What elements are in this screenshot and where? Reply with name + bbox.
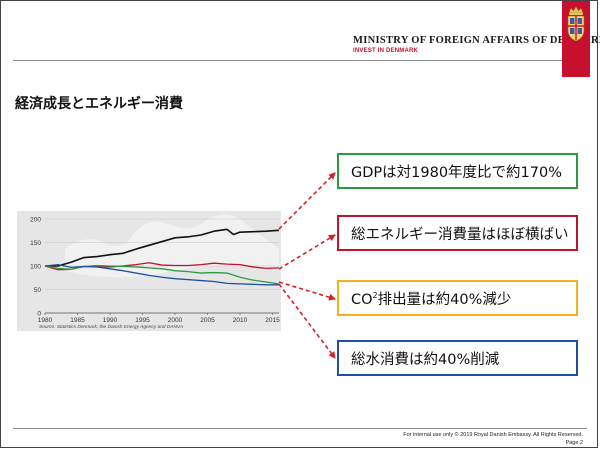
y-tick-label: 0 [37,311,41,318]
x-tick-label: 2015 [265,317,280,324]
royal-crest-icon [567,5,585,42]
ministry-subtitle: INVEST IN DENMARK [353,48,419,54]
callout-water-text: 総水消費は約40%削減 [351,351,500,368]
y-tick-label: 50 [34,287,42,294]
slide-title: 経済成長とエネルギー消費 [15,96,183,112]
arrow-water [278,283,336,359]
callout-gdp: GDPは対1980年度比で約170% [337,153,578,189]
footer-notice: For internal use only © 2019 Royal Danis… [403,432,583,438]
x-tick-label: 1985 [70,317,85,324]
chart-background-shape [65,214,279,278]
y-tick-label: 100 [30,264,41,271]
co2-rest: 排出量は約40%減少 [377,291,512,308]
series-line-gdp [45,228,280,267]
x-tick-label: 2005 [200,317,215,324]
callout-gdp-text: GDPは対1980年度比で約170% [351,164,562,181]
callout-energy: 総エネルギー消費量はほぼ横ばい [337,215,578,251]
callout-water: 総水消費は約40%削減 [337,340,578,376]
y-tick-label: 150 [30,240,41,247]
footer-divider [13,428,587,429]
arrow-energy [278,234,336,270]
callout-energy-text: 総エネルギー消費量はほぼ横ばい [351,226,569,243]
co2-label: CO [351,291,373,308]
ministry-title: MINISTRY OF FOREIGN AFFAIRS OF DENMARK [353,35,600,46]
arrow-co2 [278,281,336,301]
co2-subscript: 2 [372,290,378,300]
series-line-water [44,263,279,286]
chart-panel: 0 50 100 150 200 1980 1985 1990 1995 2000 2005 2010… [17,211,281,331]
page-number: Page 2 [565,440,583,446]
callout-co2: CO2排出量は約40%減少 [337,280,578,316]
line-chart: 0 50 100 150 200 1980 1985 1990 1995 2000 2005 2010… [30,214,280,330]
x-tick-label: 1995 [135,317,150,324]
x-tick-label: 1990 [103,317,118,324]
arrow-gdp [278,172,336,230]
x-tick-label: 1980 [38,317,53,324]
callout-co2-text: CO2排出量は約40%減少 [351,288,511,309]
x-tick-label: 2000 [168,317,183,324]
header-divider [13,60,562,61]
y-tick-label: 200 [30,217,41,224]
chart-source: Source: Statistics Denmark, the Danish E… [39,324,183,330]
x-tick-label: 2010 [233,317,248,324]
